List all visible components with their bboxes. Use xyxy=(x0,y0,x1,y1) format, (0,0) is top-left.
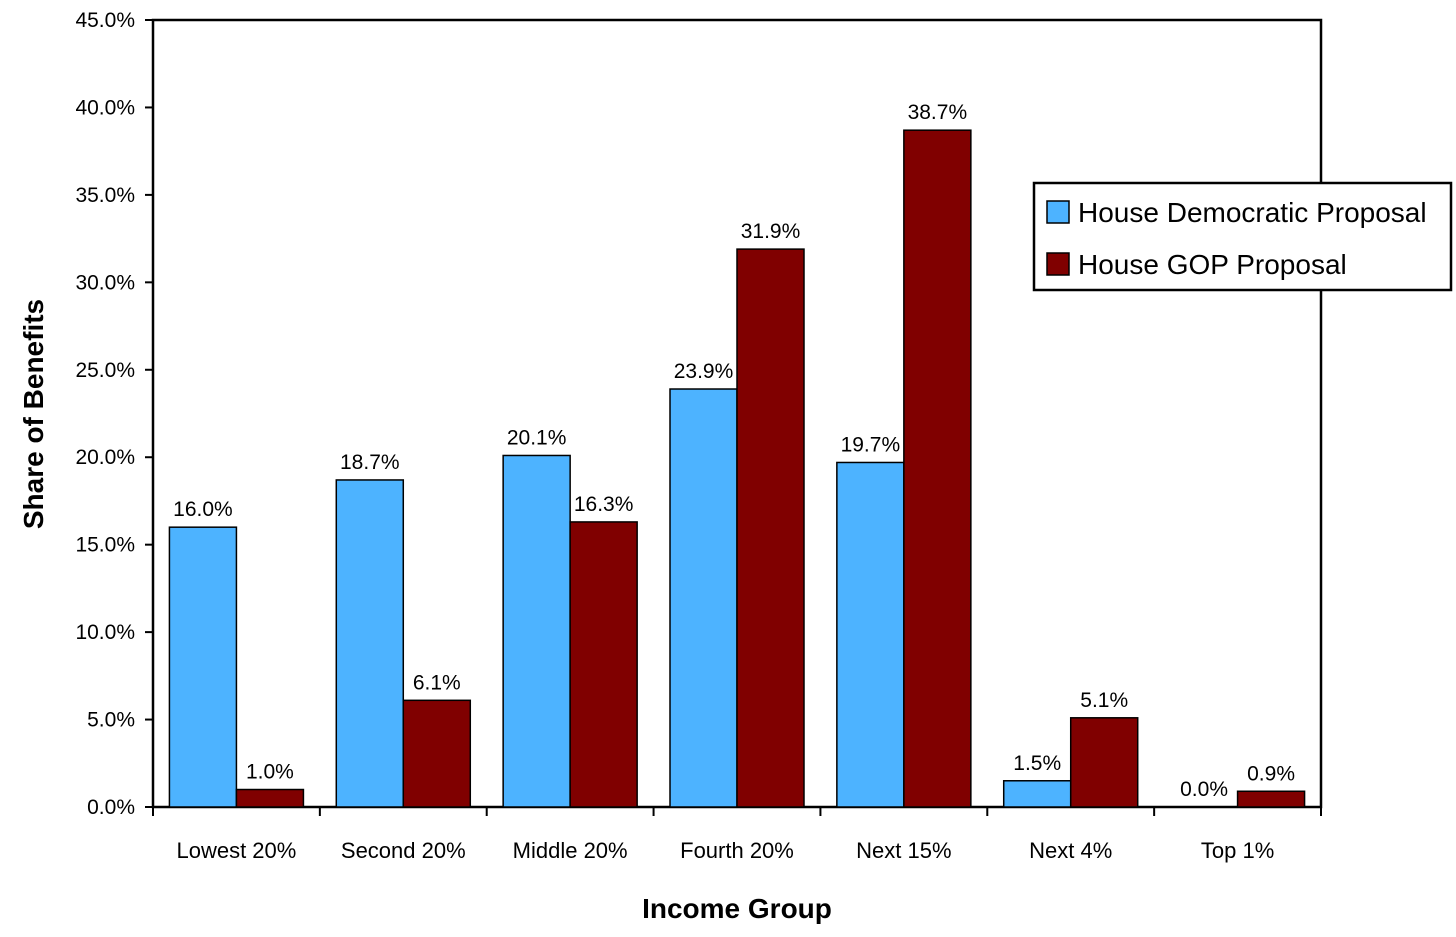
category-label: Second 20% xyxy=(341,838,466,863)
data-label-gop: 5.1% xyxy=(1080,689,1128,712)
data-label-gop: 31.9% xyxy=(741,220,801,243)
data-label-gop: 16.3% xyxy=(574,493,634,516)
y-tick-label: 15.0% xyxy=(75,534,135,557)
y-tick-label: 35.0% xyxy=(75,184,135,207)
data-label-democratic: 16.0% xyxy=(173,498,233,521)
data-label-democratic: 1.5% xyxy=(1013,752,1061,775)
bar-democratic xyxy=(836,461,905,808)
legend: House Democratic Proposal House GOP Prop… xyxy=(1032,181,1453,292)
bar-gop xyxy=(903,129,972,808)
bar-gop xyxy=(1236,790,1306,808)
category-label: Top 1% xyxy=(1201,838,1274,863)
data-label-gop: 1.0% xyxy=(246,761,294,784)
category-label: Middle 20% xyxy=(513,838,628,863)
category-label: Lowest 20% xyxy=(176,838,296,863)
data-label-gop: 6.1% xyxy=(413,671,461,694)
y-tick-label: 10.0% xyxy=(75,621,135,644)
bars-layer xyxy=(168,129,1306,808)
legend-frame xyxy=(1032,181,1453,292)
labels-layer: Lowest 20% Second 20% Middle 20% Fourth 20%… xyxy=(173,101,1295,863)
y-tick-label: 5.0% xyxy=(87,709,135,732)
category-label: Fourth 20% xyxy=(680,838,794,863)
x-axis-title: Income Group xyxy=(642,893,832,924)
data-label-democratic: 18.7% xyxy=(340,451,400,474)
y-tick-label: 45.0% xyxy=(75,9,135,32)
data-label-gop: 38.7% xyxy=(908,101,968,124)
legend-swatch-democratic xyxy=(1046,200,1070,224)
bar-gop xyxy=(736,248,805,808)
data-label-gop: 0.9% xyxy=(1247,762,1295,785)
y-axis-title: Share of Benefits xyxy=(18,299,49,529)
bar-gop xyxy=(235,788,305,808)
data-label-democratic: 23.9% xyxy=(674,360,734,383)
bar-democratic xyxy=(1002,780,1072,808)
legend-label-democratic: House Democratic Proposal xyxy=(1078,197,1427,228)
legend-swatch-gop xyxy=(1046,252,1070,276)
bar-gop xyxy=(569,521,638,808)
data-label-democratic: 19.7% xyxy=(841,433,901,456)
category-label: Next 4% xyxy=(1029,838,1112,863)
y-tick-label: 25.0% xyxy=(75,359,135,382)
bar-democratic xyxy=(335,479,405,808)
ticks-layer: 0.0% 5.0% 10.0% 15.0% 20.0% 25.0% 30.0% 35.0% 40… xyxy=(75,9,1322,819)
legend-label-gop: House GOP Proposal xyxy=(1078,249,1347,280)
bar-gop xyxy=(1069,717,1139,808)
data-label-democratic: 0.0% xyxy=(1180,778,1228,801)
bar-gop xyxy=(402,699,472,808)
y-tick-label: 40.0% xyxy=(75,96,135,119)
y-tick-label: 20.0% xyxy=(75,446,135,469)
data-label-democratic: 20.1% xyxy=(507,426,567,449)
y-tick-label: 0.0% xyxy=(87,796,135,819)
bar-democratic xyxy=(502,454,571,808)
bar-democratic xyxy=(669,388,738,808)
bar-democratic xyxy=(168,526,238,808)
category-label: Next 15% xyxy=(856,838,951,863)
y-tick-label: 30.0% xyxy=(75,271,135,294)
